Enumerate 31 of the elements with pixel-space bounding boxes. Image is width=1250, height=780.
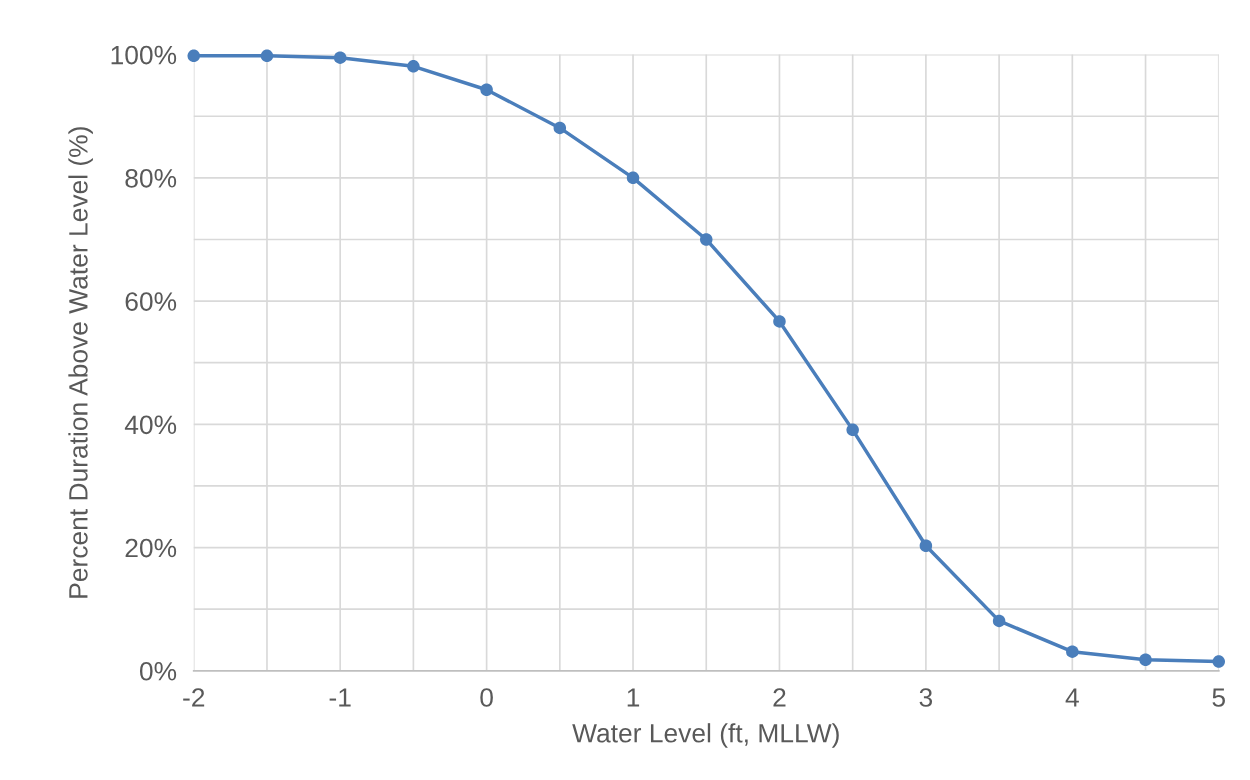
point xyxy=(919,539,933,552)
point xyxy=(700,233,713,246)
x-tick-label: 4 xyxy=(1065,688,1079,707)
x-tick-label: 0 xyxy=(480,688,493,707)
point xyxy=(1212,655,1225,668)
y-tick-label: 20% xyxy=(125,538,177,558)
x-tick-label: 3 xyxy=(919,688,933,707)
point xyxy=(260,49,274,63)
point xyxy=(1139,653,1152,666)
y-tick-label: 60% xyxy=(125,292,177,311)
point xyxy=(1066,645,1079,658)
point xyxy=(187,49,200,63)
point xyxy=(846,423,859,437)
point xyxy=(407,60,420,73)
y-tick-label: 100% xyxy=(111,45,177,65)
point xyxy=(626,171,640,185)
point xyxy=(992,614,1006,628)
x-axis-title: Water Level (ft, MLLW) xyxy=(572,723,839,748)
x-tick-label: -1 xyxy=(329,688,351,707)
x-tick-label: 1 xyxy=(627,688,640,707)
point xyxy=(333,51,347,64)
point xyxy=(773,315,786,328)
y-tick-label: 40% xyxy=(124,415,177,435)
y-tick-label: 80% xyxy=(125,168,177,188)
y-tick-label: 0% xyxy=(139,661,177,681)
x-tick-label: 5 xyxy=(1212,688,1225,707)
point xyxy=(553,121,567,135)
x-tick-label: -2 xyxy=(183,688,205,707)
y-axis-title: Percent Duration Above Water Level (%) xyxy=(68,127,93,598)
x-tick-label: 2 xyxy=(773,688,786,707)
point xyxy=(480,83,493,96)
